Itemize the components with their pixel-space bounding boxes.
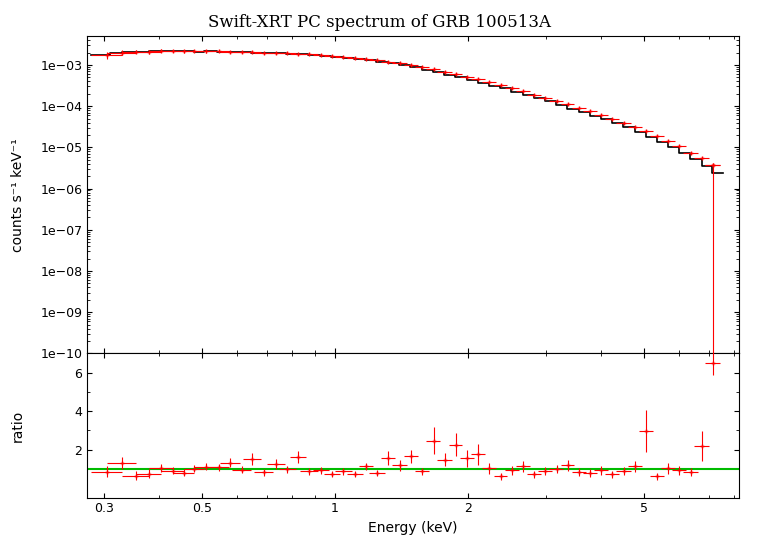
- Text: Swift-XRT PC spectrum of GRB 100513A: Swift-XRT PC spectrum of GRB 100513A: [208, 14, 550, 31]
- Y-axis label: ratio: ratio: [11, 409, 25, 441]
- Y-axis label: counts s⁻¹ keV⁻¹: counts s⁻¹ keV⁻¹: [11, 138, 25, 252]
- X-axis label: Energy (keV): Energy (keV): [368, 521, 458, 535]
